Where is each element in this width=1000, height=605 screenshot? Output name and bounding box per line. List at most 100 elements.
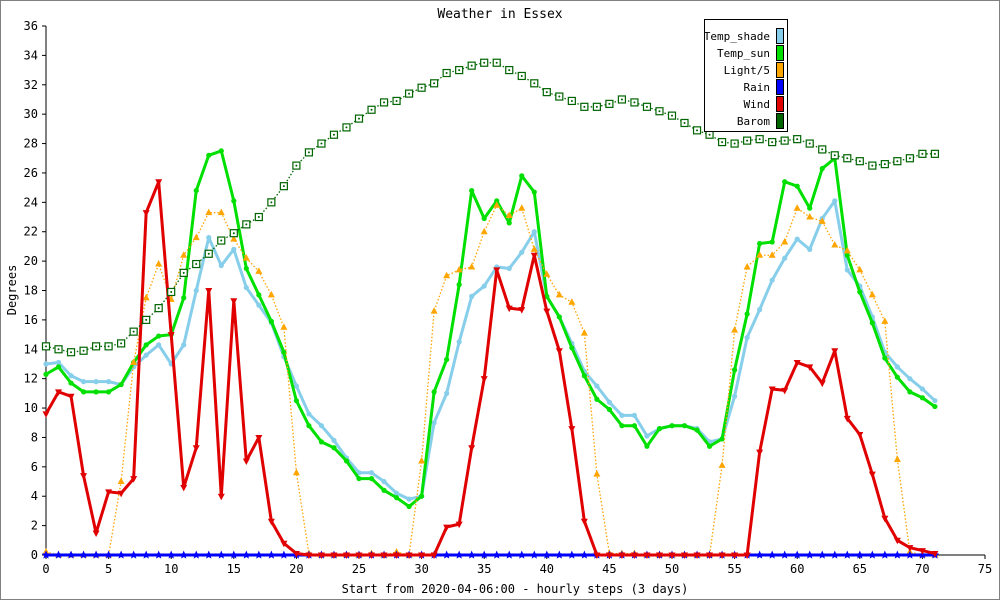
series-light-5-point [593, 470, 601, 477]
series-light-5-point [242, 254, 250, 261]
series-rain-point [843, 550, 852, 559]
x-tick-label: 15 [227, 562, 241, 576]
series-rain-point [442, 550, 451, 559]
series-barom-point-center [95, 345, 98, 348]
series-barom-point-center [821, 148, 824, 151]
series-rain-point [805, 550, 814, 559]
series-wind-point [468, 445, 476, 452]
legend-wind-label: Wind [744, 98, 771, 111]
series-barom-point-center [608, 102, 611, 105]
x-tick-label: 55 [727, 562, 741, 576]
x-tick-label: 45 [602, 562, 616, 576]
y-tick-label: 12 [24, 372, 38, 386]
series-light-5-point [205, 208, 213, 216]
x-tick-label: 50 [665, 562, 679, 576]
series-temp-sun-point [857, 289, 863, 295]
series-barom-point-center [458, 69, 461, 72]
y-tick-label: 0 [31, 548, 38, 562]
legend-light-5-label: Light/5 [724, 64, 770, 77]
legend-wind-swatch [776, 96, 784, 112]
series-temp-shade-point [381, 478, 387, 485]
series-temp-sun-point [694, 427, 700, 433]
series-light-5-point [217, 208, 225, 216]
series-temp-sun-point [606, 406, 613, 413]
y-tick-label: 30 [24, 107, 38, 121]
series-temp-shade-point [431, 420, 437, 426]
series-rain-point [479, 550, 489, 559]
series-wind-point [368, 552, 376, 559]
series-barom-point-center [771, 141, 774, 144]
series-barom-point-center [846, 157, 849, 160]
series-temp-shade-point [243, 284, 249, 291]
series-barom-point-center [896, 160, 899, 163]
series-barom-point-center [558, 95, 561, 98]
series-rain-point [116, 550, 126, 559]
series-wind-point [881, 515, 889, 523]
series-rain-point [54, 550, 63, 559]
series-wind-point [255, 434, 263, 442]
series-wind-point [130, 476, 138, 483]
series-rain-point [79, 550, 88, 559]
series-wind-point [806, 364, 814, 371]
series-temp-sun-point [569, 345, 575, 351]
series-barom-point-center [370, 108, 373, 111]
series-wind-point [117, 490, 125, 498]
series-wind-point [580, 518, 588, 526]
series-barom-point-center [871, 164, 874, 167]
x-tick-label: 75 [978, 562, 992, 576]
series-temp-shade-point [206, 235, 212, 241]
series-light-5-point [443, 271, 451, 279]
series-light-5-point [731, 326, 739, 333]
series-wind-point [918, 548, 926, 555]
series-rain-point [217, 550, 226, 559]
series-light-5-point [493, 201, 501, 208]
series-temp-sun-point [744, 311, 750, 317]
series-rain-point [41, 550, 51, 559]
x-tick-label: 65 [853, 562, 867, 576]
series-temp-shade-point [68, 373, 74, 379]
series-rain-point [104, 550, 113, 559]
series-wind-point [605, 552, 613, 559]
series-barom-point-center [570, 99, 573, 102]
series-barom-point-center [445, 72, 448, 75]
series-barom-point-center [82, 349, 85, 352]
series-light-5-point [418, 456, 426, 464]
series-barom-point-center [307, 151, 310, 154]
series-temp-shade-point [368, 470, 375, 476]
series-temp-sun-point [381, 487, 387, 493]
series-temp-sun-point [80, 389, 87, 395]
series-temp-shade-point [156, 342, 162, 348]
series-rain-point [454, 550, 464, 559]
series-light-5-point [530, 245, 538, 252]
series-temp-shade-point [481, 283, 487, 289]
series-temp-sun-point [782, 179, 788, 185]
series-temp-sun-point [306, 423, 312, 429]
series-light-5-point [781, 238, 789, 245]
legend-box [704, 19, 788, 132]
series-barom-point-center [295, 164, 298, 167]
series-wind-point [167, 332, 175, 339]
series-rain-point [580, 550, 589, 559]
series-wind-point [142, 210, 150, 217]
series-light-5-point [192, 233, 200, 241]
series-barom-point-center [257, 216, 260, 219]
y-tick-label: 36 [24, 19, 38, 33]
series-light-5-point [893, 455, 901, 462]
series-barom-point-center [470, 64, 473, 67]
series-rain-point [517, 550, 527, 559]
series-temp-sun-point [844, 252, 850, 258]
series-temp-shade-line [45, 199, 936, 501]
series-barom-point-center [45, 345, 47, 348]
series-barom-point-center [207, 252, 210, 255]
series-barom-point-center [833, 154, 836, 157]
series-light-5-point [468, 262, 476, 270]
series-barom-point-center [270, 201, 273, 204]
series-temp-sun-point [544, 293, 550, 299]
series-temp-shade-point [644, 433, 650, 439]
series-wind-point [430, 552, 438, 559]
y-tick-label: 10 [24, 401, 38, 415]
series-temp-shade-point [181, 342, 187, 348]
series-wind-point [643, 552, 651, 559]
y-tick-label: 24 [24, 195, 38, 209]
